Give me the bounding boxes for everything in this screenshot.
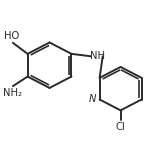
Text: N: N xyxy=(89,94,97,104)
Text: NH₂: NH₂ xyxy=(3,88,22,98)
Text: Cl: Cl xyxy=(116,122,125,132)
Text: HO: HO xyxy=(5,31,20,41)
Text: NH: NH xyxy=(90,51,105,61)
